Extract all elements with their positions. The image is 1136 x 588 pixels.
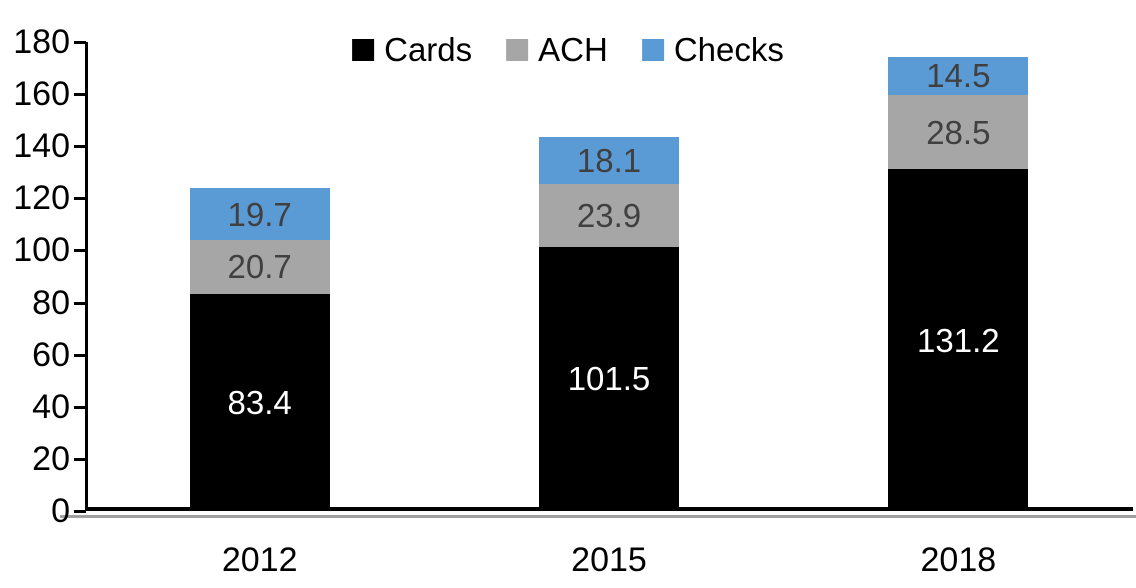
y-tick-mark <box>74 145 86 149</box>
y-tick-label: 60 <box>32 335 70 374</box>
bar-segment-checks-2012: 19.7 <box>189 188 330 240</box>
x-tick-label: 2018 <box>920 541 997 579</box>
y-tick-label: 140 <box>13 127 70 166</box>
y-tick-mark <box>74 93 86 97</box>
y-tick-mark <box>74 41 86 44</box>
bar-segment-ach-2015: 23.9 <box>539 184 679 247</box>
y-tick-label: 160 <box>13 75 70 114</box>
bar-value-label: 101.5 <box>567 360 651 398</box>
y-tick-mark <box>74 301 86 305</box>
y-tick-label: 20 <box>32 439 70 478</box>
bar-segment-cards-2012: 83.4 <box>189 293 330 511</box>
y-tick-mark <box>74 353 86 357</box>
y-tick-label: 180 <box>13 23 70 61</box>
bar-segment-cards-2018: 131.2 <box>888 169 1029 511</box>
bar-value-label: 20.7 <box>227 248 292 286</box>
legend-label-ach: ACH <box>538 31 608 68</box>
legend-swatch-ach-icon <box>506 39 529 61</box>
legend-label-checks: Checks <box>673 31 784 68</box>
bar-segment-checks-2018: 14.5 <box>888 57 1029 95</box>
bar-value-label: 131.2 <box>917 321 1000 359</box>
legend-item-checks: Checks <box>641 31 784 68</box>
bar-segment-checks-2015: 18.1 <box>539 137 679 185</box>
y-tick-label: 120 <box>13 179 70 218</box>
bar-segment-ach-2012: 20.7 <box>189 239 330 294</box>
legend-swatch-cards-icon <box>352 39 375 61</box>
y-tick-label: 80 <box>32 283 70 322</box>
bar-value-label: 28.5 <box>926 113 991 151</box>
y-tick-label: 0 <box>51 492 70 530</box>
bar-segment-cards-2015: 101.5 <box>539 246 679 511</box>
chart-legend: Cards ACH Checks <box>346 32 790 68</box>
y-tick-mark <box>74 197 86 201</box>
bar-value-label: 18.1 <box>576 142 642 180</box>
x-tick-label: 2012 <box>221 541 298 579</box>
legend-item-cards: Cards <box>352 32 472 68</box>
y-tick-label: 100 <box>13 231 70 270</box>
y-tick-label: 40 <box>32 387 70 426</box>
y-tick-mark <box>74 249 86 253</box>
bar-segment-ach-2018: 28.5 <box>888 94 1029 170</box>
legend-swatch-checks-icon <box>641 39 664 61</box>
legend-item-ach: ACH <box>506 32 608 68</box>
bar-value-label: 19.7 <box>227 195 292 233</box>
bar-value-label: 83.4 <box>227 383 292 421</box>
y-tick-mark <box>74 405 86 409</box>
bar-value-label: 23.9 <box>576 196 642 234</box>
x-axis-shadow-line <box>60 515 1136 518</box>
y-tick-mark <box>74 457 86 461</box>
legend-label-cards: Cards <box>384 31 473 68</box>
bar-value-label: 14.5 <box>926 57 991 95</box>
x-tick-label: 2015 <box>571 541 647 579</box>
y-tick-mark <box>74 510 86 513</box>
